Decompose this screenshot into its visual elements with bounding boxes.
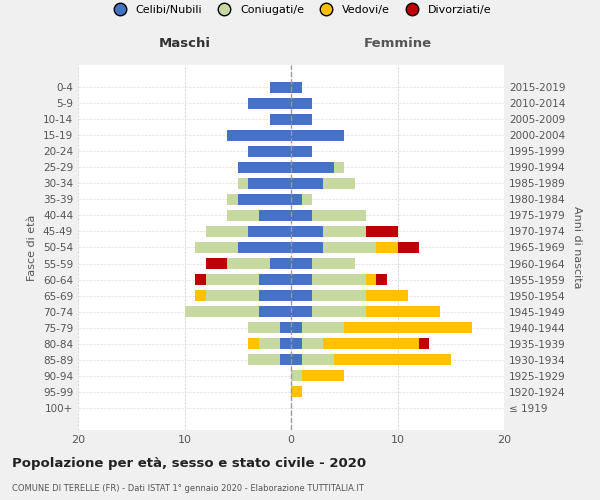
- Bar: [376, 274, 387, 285]
- Bar: [376, 242, 398, 254]
- Bar: [313, 274, 365, 285]
- Bar: [291, 226, 323, 237]
- Bar: [313, 258, 355, 270]
- Text: Maschi: Maschi: [158, 38, 211, 51]
- Bar: [270, 114, 291, 125]
- Bar: [259, 306, 291, 318]
- Bar: [259, 274, 291, 285]
- Bar: [195, 290, 206, 302]
- Bar: [302, 194, 312, 205]
- Bar: [323, 226, 365, 237]
- Bar: [206, 290, 259, 302]
- Bar: [238, 242, 291, 254]
- Bar: [291, 258, 313, 270]
- Bar: [291, 322, 302, 334]
- Bar: [365, 226, 398, 237]
- Bar: [291, 82, 302, 93]
- Bar: [302, 338, 323, 349]
- Bar: [291, 306, 313, 318]
- Bar: [323, 338, 419, 349]
- Bar: [344, 322, 472, 334]
- Bar: [291, 274, 313, 285]
- Bar: [323, 242, 376, 254]
- Bar: [291, 242, 323, 254]
- Bar: [227, 210, 259, 221]
- Bar: [227, 194, 238, 205]
- Bar: [291, 194, 302, 205]
- Bar: [259, 338, 280, 349]
- Bar: [238, 162, 291, 173]
- Bar: [206, 258, 227, 270]
- Bar: [302, 370, 344, 382]
- Bar: [291, 290, 313, 302]
- Bar: [398, 242, 419, 254]
- Bar: [238, 178, 248, 189]
- Bar: [248, 226, 291, 237]
- Bar: [238, 194, 291, 205]
- Bar: [291, 98, 313, 109]
- Bar: [291, 370, 302, 382]
- Bar: [248, 146, 291, 157]
- Bar: [270, 82, 291, 93]
- Bar: [291, 178, 323, 189]
- Legend: Celibi/Nubili, Coniugati/e, Vedovi/e, Divorziati/e: Celibi/Nubili, Coniugati/e, Vedovi/e, Di…: [104, 0, 496, 20]
- Bar: [291, 130, 344, 141]
- Bar: [365, 290, 408, 302]
- Bar: [291, 338, 302, 349]
- Bar: [259, 210, 291, 221]
- Bar: [248, 98, 291, 109]
- Bar: [227, 130, 291, 141]
- Bar: [248, 322, 280, 334]
- Bar: [365, 306, 440, 318]
- Bar: [206, 274, 259, 285]
- Bar: [291, 162, 334, 173]
- Y-axis label: Anni di nascita: Anni di nascita: [572, 206, 582, 289]
- Bar: [259, 290, 291, 302]
- Bar: [227, 258, 270, 270]
- Bar: [419, 338, 430, 349]
- Bar: [313, 306, 365, 318]
- Bar: [185, 306, 259, 318]
- Text: COMUNE DI TERELLE (FR) - Dati ISTAT 1° gennaio 2020 - Elaborazione TUTTITALIA.IT: COMUNE DI TERELLE (FR) - Dati ISTAT 1° g…: [12, 484, 364, 493]
- Bar: [270, 258, 291, 270]
- Bar: [291, 386, 302, 398]
- Bar: [248, 338, 259, 349]
- Bar: [280, 338, 291, 349]
- Bar: [291, 354, 302, 366]
- Bar: [280, 354, 291, 366]
- Bar: [291, 210, 313, 221]
- Bar: [365, 274, 376, 285]
- Bar: [323, 178, 355, 189]
- Bar: [195, 242, 238, 254]
- Bar: [302, 322, 344, 334]
- Bar: [313, 210, 365, 221]
- Bar: [291, 146, 313, 157]
- Text: Femmine: Femmine: [364, 38, 431, 51]
- Bar: [195, 274, 206, 285]
- Bar: [334, 162, 344, 173]
- Bar: [248, 178, 291, 189]
- Y-axis label: Fasce di età: Fasce di età: [28, 214, 37, 280]
- Bar: [313, 290, 365, 302]
- Bar: [334, 354, 451, 366]
- Bar: [248, 354, 280, 366]
- Bar: [280, 322, 291, 334]
- Text: Popolazione per età, sesso e stato civile - 2020: Popolazione per età, sesso e stato civil…: [12, 458, 366, 470]
- Bar: [291, 114, 313, 125]
- Bar: [302, 354, 334, 366]
- Bar: [206, 226, 248, 237]
